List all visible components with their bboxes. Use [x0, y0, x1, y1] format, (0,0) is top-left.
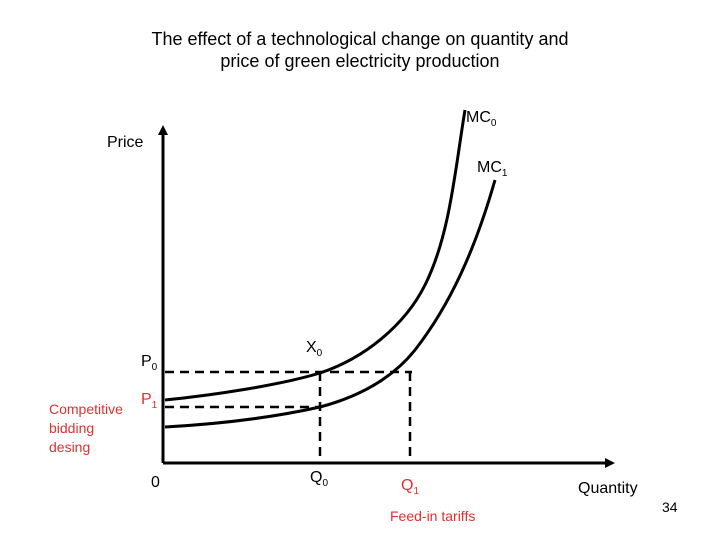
origin-label: 0 — [151, 474, 160, 491]
q1-label: Q1 — [401, 477, 419, 497]
q0-label-base: Q — [310, 469, 322, 486]
mc0-label-base: MC — [466, 109, 491, 126]
p0-label-sub: 0 — [152, 362, 158, 373]
y-axis-label: Price — [107, 134, 144, 151]
competitive-line-3: desing — [49, 439, 90, 455]
x0-label-sub: 0 — [317, 348, 323, 359]
x0-label-base: X — [306, 339, 317, 356]
q0-label: Q0 — [310, 469, 328, 489]
competitive-bidding-annotation: Competitive bidding desing — [49, 401, 127, 455]
page-number: 34 — [662, 499, 678, 515]
p1-label: P1 — [141, 391, 158, 411]
p1-label-sub: 1 — [152, 400, 158, 411]
mc0-label: MC0 — [466, 109, 497, 129]
title-line-2: price of green electricity production — [220, 51, 500, 71]
competitive-line-1: Competitive — [49, 401, 123, 417]
q1-label-base: Q — [401, 477, 413, 494]
p0-label: P0 — [141, 353, 158, 373]
feed-in-tariffs-annotation: Feed-in tariffs — [390, 508, 475, 524]
title-line-1: The effect of a technological change on … — [151, 29, 569, 49]
mc1-label-sub: 1 — [502, 168, 508, 179]
diagram-title: The effect of a technological change on … — [0, 28, 720, 72]
mc1-label-base: MC — [477, 159, 502, 176]
mc0-label-sub: 0 — [491, 118, 497, 129]
p0-label-base: P — [141, 353, 152, 370]
mc1-label: MC1 — [477, 159, 508, 179]
q0-label-sub: 0 — [322, 478, 328, 489]
mc1-curve — [164, 179, 497, 429]
x0-label: X0 — [306, 339, 323, 359]
q1-label-sub: 1 — [413, 486, 419, 497]
p1-label-base: P — [141, 391, 152, 408]
mc0-curve — [164, 109, 467, 402]
competitive-line-2: bidding — [49, 420, 94, 436]
x-axis-label: Quantity — [578, 480, 638, 497]
